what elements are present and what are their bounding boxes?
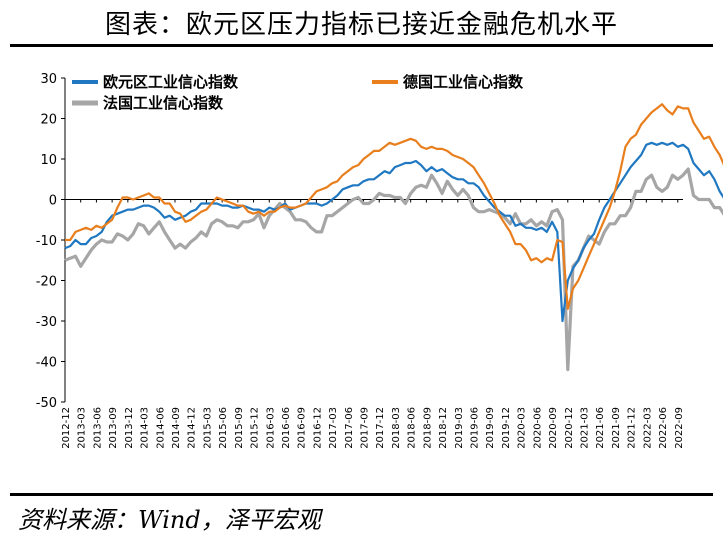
source-note: 资料来源：Wind，泽平宏观 (18, 506, 321, 534)
x-tick-label: 2016-12 (312, 407, 323, 449)
chart-svg: 30 20 10 0 -10 -20 -30 -40 -50 2012-12 2013-03 201… (36, 72, 723, 449)
x-tick-label: 2014-06 (155, 407, 166, 449)
x-tick-label: 2019-06 (470, 407, 481, 449)
legend: 欧元区工业信心指数 德国工业信心指数 法国工业信心指数 (72, 73, 524, 112)
series-line-germany (65, 103, 723, 310)
x-tick-label: 2012-12 (61, 407, 72, 449)
legend-label-germany: 德国工业信心指数 (403, 73, 524, 91)
y-tick-label: -30 (36, 315, 57, 330)
x-tick-label: 2018-06 (407, 407, 418, 449)
x-tick-label: 2017-06 (344, 407, 355, 449)
x-tick-label: 2021-12 (627, 407, 638, 449)
x-tick-label: 2013-03 (77, 407, 88, 449)
y-tick-label: 0 (49, 194, 57, 209)
x-tick-label: 2021-09 (611, 407, 622, 449)
x-tick-label: 2020-12 (564, 407, 575, 449)
y-tick-label: 30 (40, 72, 57, 87)
series-line-france (64, 167, 723, 372)
x-tick-label: 2022-09 (674, 407, 685, 449)
y-tick-label: 20 (40, 113, 57, 128)
y-tick-label: -50 (36, 396, 57, 411)
x-tick-label: 2015-06 (218, 407, 229, 449)
x-tick-label: 2020-03 (517, 407, 528, 449)
x-tick-label: 2015-03 (202, 407, 213, 449)
y-tick-label: -20 (36, 275, 57, 290)
x-tick-label: 2022-06 (658, 407, 669, 449)
x-tick-label: 2013-12 (124, 407, 135, 449)
x-tick-label: 2019-12 (501, 407, 512, 449)
x-tick-label: 2013-09 (108, 407, 119, 449)
x-tick-label: 2014-12 (187, 407, 198, 449)
x-tick-label: 2014-03 (140, 407, 151, 449)
x-tick-label: 2020-06 (532, 407, 543, 449)
series-layer (64, 103, 723, 372)
x-tick-label: 2019-03 (454, 407, 465, 449)
chart-title: 图表：欧元区压力指标已接近金融危机水平 (104, 10, 618, 40)
x-tick-label: 2021-03 (579, 407, 590, 449)
x-tick-label: 2017-12 (375, 407, 386, 449)
x-tick-label: 2013-06 (92, 407, 103, 449)
legend-label-france: 法国工业信心指数 (103, 94, 224, 112)
y-tick-label: -10 (36, 234, 57, 249)
x-tick-label: 2018-09 (422, 407, 433, 449)
bottom-rule (10, 493, 713, 496)
y-tick-label: -40 (36, 356, 57, 371)
x-tick-label: 2016-03 (265, 407, 276, 449)
x-tick-label: 2014-09 (171, 407, 182, 449)
x-tick-label: 2016-09 (297, 407, 308, 449)
x-tick-label: 2021-06 (595, 407, 606, 449)
x-tick-label: 2019-09 (485, 407, 496, 449)
x-tick-label: 2018-12 (438, 407, 449, 449)
x-tick-label: 2016-06 (281, 407, 292, 449)
x-tick-label: 2020-09 (548, 407, 559, 449)
x-tick-label: 2017-03 (328, 407, 339, 449)
top-rule (10, 44, 713, 47)
legend-label-eurozone: 欧元区工业信心指数 (103, 73, 239, 91)
series-line-eurozone (64, 141, 723, 323)
x-tick-label: 2015-09 (234, 407, 245, 449)
x-tick-label: 2022-03 (642, 407, 653, 449)
y-axis: 30 20 10 0 -10 -20 -30 -40 -50 (36, 72, 66, 411)
x-tick-label: 2017-09 (360, 407, 371, 449)
x-tick-label: 2015-12 (250, 407, 261, 449)
x-tick-label: 2018-03 (391, 407, 402, 449)
y-tick-label: 10 (40, 153, 57, 168)
